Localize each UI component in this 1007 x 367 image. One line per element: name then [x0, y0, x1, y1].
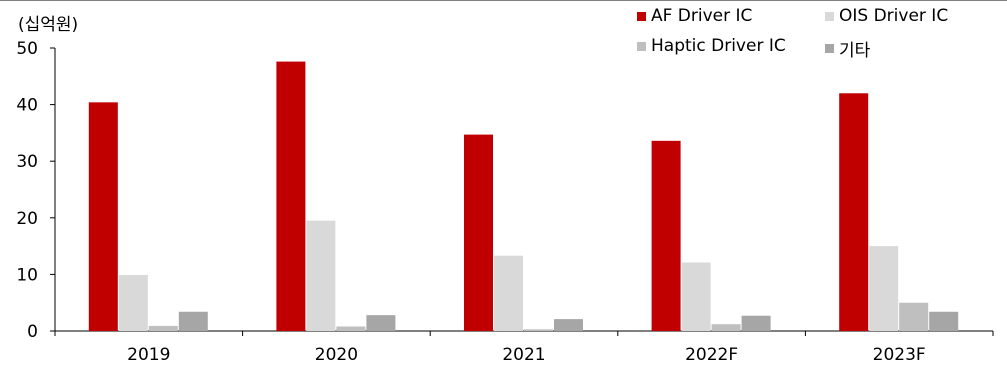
legend-swatch-ois-driver-ic [825, 11, 834, 21]
x-tick-label: 2023F [873, 345, 926, 365]
legend-item-af-driver-ic: AF Driver IC [637, 6, 752, 26]
legend-label-af-driver-ic: AF Driver IC [651, 6, 753, 26]
bar-ois-driver-ic-2019 [118, 274, 148, 331]
bar-other-2019 [178, 311, 208, 331]
y-tick-label: 50 [16, 39, 38, 59]
legend-swatch-af-driver-ic [637, 11, 646, 21]
bar-ois-driver-ic-2022f [681, 262, 711, 331]
bar-ois-driver-ic-2021 [494, 255, 523, 331]
y-tick-label: 40 [16, 96, 38, 116]
y-tick-label: 10 [16, 265, 38, 285]
legend-swatch-other [825, 44, 834, 53]
y-tick-label: 0 [27, 322, 38, 342]
bar-af-driver-ic-2019 [88, 102, 118, 331]
legend-label-other: 기타 [839, 41, 871, 61]
bar-haptic-driver-ic-2023f [899, 302, 929, 331]
bar-ois-driver-ic-2020 [306, 220, 336, 331]
legend-item-other: 기타 [825, 36, 870, 61]
legend-label-haptic-driver-ic: Haptic Driver IC [651, 36, 786, 56]
top-rule [0, 0, 1007, 1]
bar-other-2020 [366, 315, 396, 331]
x-tick-label: 2019 [127, 345, 170, 365]
bar-af-driver-ic-2020 [276, 61, 306, 332]
x-tick-label: 2020 [315, 345, 358, 365]
legend-swatch-haptic-driver-ic [637, 41, 646, 51]
bar-af-driver-ic-2021 [464, 134, 493, 331]
bar-haptic-driver-ic-2021 [524, 329, 553, 331]
legend-label-ois-driver-ic: OIS Driver IC [839, 6, 949, 26]
bar-other-2021 [554, 319, 583, 331]
y-axis-unit-label: (십억원) [18, 15, 79, 35]
x-tick-label: 2021 [502, 345, 545, 365]
bar-other-2023f [929, 311, 959, 331]
bar-ois-driver-ic-2023f [869, 246, 899, 331]
y-tick-label: 30 [16, 152, 38, 172]
bar-other-2022f [741, 315, 771, 331]
legend-item-ois-driver-ic: OIS Driver IC [825, 6, 948, 26]
bar-haptic-driver-ic-2022f [711, 324, 741, 331]
legend-item-haptic-driver-ic: Haptic Driver IC [637, 36, 786, 56]
bar-af-driver-ic-2022f [651, 140, 681, 331]
bar-af-driver-ic-2023f [839, 93, 869, 331]
bar-haptic-driver-ic-2020 [336, 326, 366, 331]
bar-haptic-driver-ic-2019 [148, 325, 178, 331]
y-tick-label: 20 [16, 209, 38, 229]
x-tick-label: 2022F [685, 345, 738, 365]
